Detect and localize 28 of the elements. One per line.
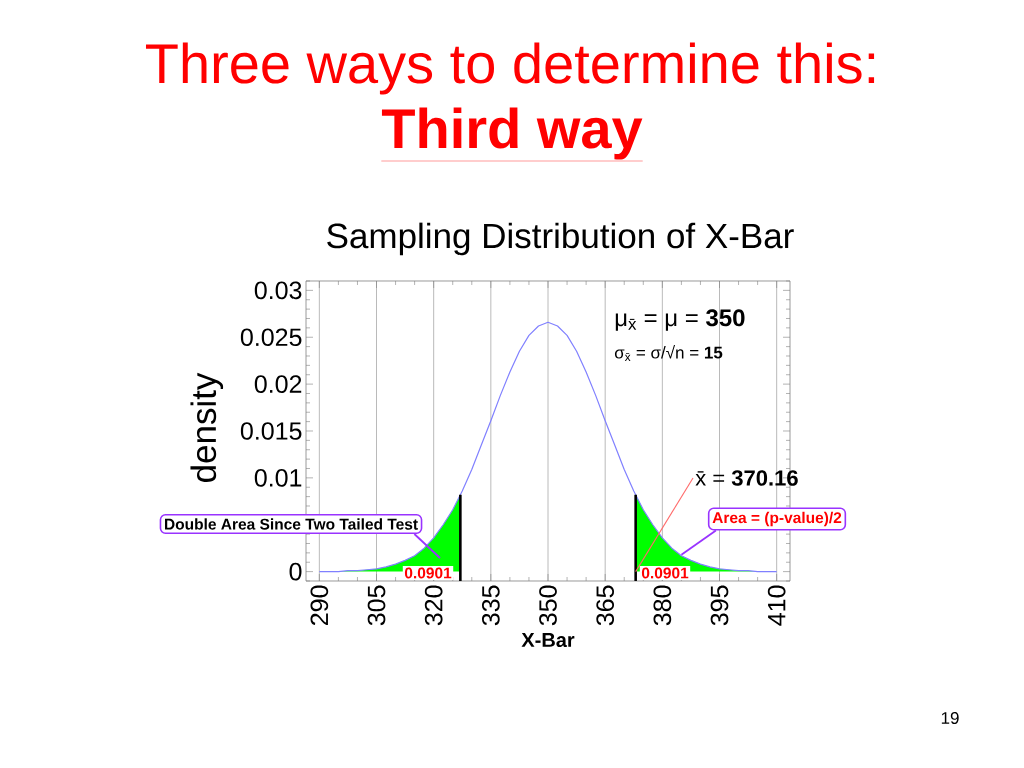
x-tick-label: 290 xyxy=(310,585,329,625)
y-tick-label: 0.01 xyxy=(254,469,302,487)
text: 19 xyxy=(941,711,959,725)
annotation: 0.0901 xyxy=(641,567,689,579)
annotation: 0.0901 xyxy=(404,567,452,579)
annotation: Area = (p-value)/2 xyxy=(712,511,842,527)
y-tick-label: 0.025 xyxy=(240,328,302,347)
y-axis-title: density xyxy=(190,372,224,482)
x-tick-label: 350 xyxy=(539,585,557,626)
x-tick-label: 410 xyxy=(767,585,786,626)
annotation: Double Area Since Two Tailed Test xyxy=(165,518,418,530)
x-tick-label: 365 xyxy=(596,585,615,626)
x-axis-title: X-Bar xyxy=(521,633,575,648)
x-tick-label: 380 xyxy=(653,585,672,626)
text: Sampling Distribution of X-Bar xyxy=(327,222,794,256)
chart-subtitle: Third way xyxy=(381,107,643,160)
y-tick-label: 0.02 xyxy=(254,375,302,393)
x-tick-label: 320 xyxy=(424,585,443,626)
x-tick-label: 305 xyxy=(367,585,386,626)
y-tick-label: 0 xyxy=(289,562,302,581)
annotation: μ$_{x̄}$ = μ = 350 xyxy=(615,309,745,331)
x-tick-label: 395 xyxy=(710,585,729,626)
y-tick-label: 0.015 xyxy=(240,422,302,440)
annotation: x̄ = 370.16 xyxy=(695,470,798,486)
chart-title: Three ways to determine this: xyxy=(145,42,875,95)
y-tick-label: 0.03 xyxy=(254,281,302,300)
annotation: σ$_{x̄}$ = σ/√n = 15 xyxy=(614,344,723,362)
x-tick-label: 335 xyxy=(481,585,500,626)
